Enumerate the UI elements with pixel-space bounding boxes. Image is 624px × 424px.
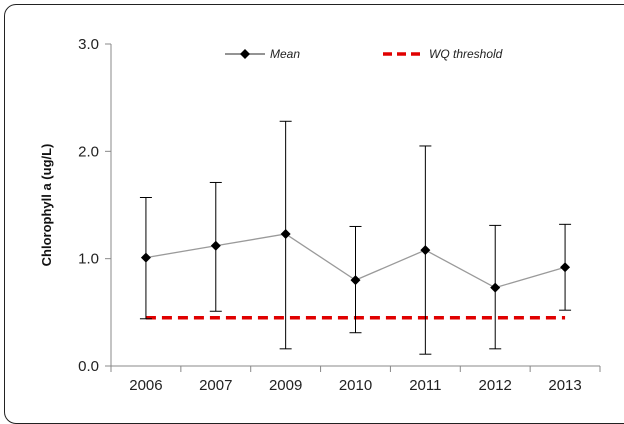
y-tick-label: 3.0: [78, 36, 99, 53]
x-tick-label: 2013: [548, 377, 581, 394]
y-tick-label: 2.0: [78, 143, 99, 160]
mean-point: [140, 252, 151, 263]
x-ticks: 2006 2007 2009 2010 2011 2012 2013: [110, 366, 601, 394]
legend-item-threshold: WQ threshold: [383, 47, 503, 61]
mean-point: [490, 282, 501, 293]
legend-mean-marker: [240, 49, 250, 59]
plot-area: [139, 120, 572, 355]
mean-point: [350, 275, 361, 286]
x-tick-label: 2012: [479, 377, 512, 394]
mean-point: [210, 240, 221, 251]
x-tick-label: 2006: [129, 377, 162, 394]
x-tick-label: 2007: [199, 377, 232, 394]
y-ticks: 0.0 1.0 2.0 3.0: [78, 36, 111, 375]
axes: [110, 44, 600, 367]
y-tick-label: 0.0: [78, 358, 99, 375]
chart: 0.0 1.0 2.0 3.0 2006 2007 2009 2010 2011 2012 201…: [39, 36, 601, 394]
figure-frame: [4, 4, 624, 424]
x-tick-label: 2011: [409, 377, 441, 394]
legend-item-mean: Mean: [225, 47, 300, 61]
legend: Mean WQ threshold: [225, 47, 503, 61]
y-tick-label: 1.0: [78, 251, 99, 268]
x-tick-label: 2009: [269, 377, 302, 394]
x-tick-label: 2010: [339, 377, 372, 394]
mean-point: [560, 262, 571, 273]
mean-point: [280, 228, 291, 239]
legend-mean-label: Mean: [270, 47, 300, 61]
y-axis-label: Chlorophyll a (ug/L): [39, 144, 54, 267]
legend-threshold-label: WQ threshold: [429, 47, 503, 61]
mean-point: [420, 245, 431, 256]
